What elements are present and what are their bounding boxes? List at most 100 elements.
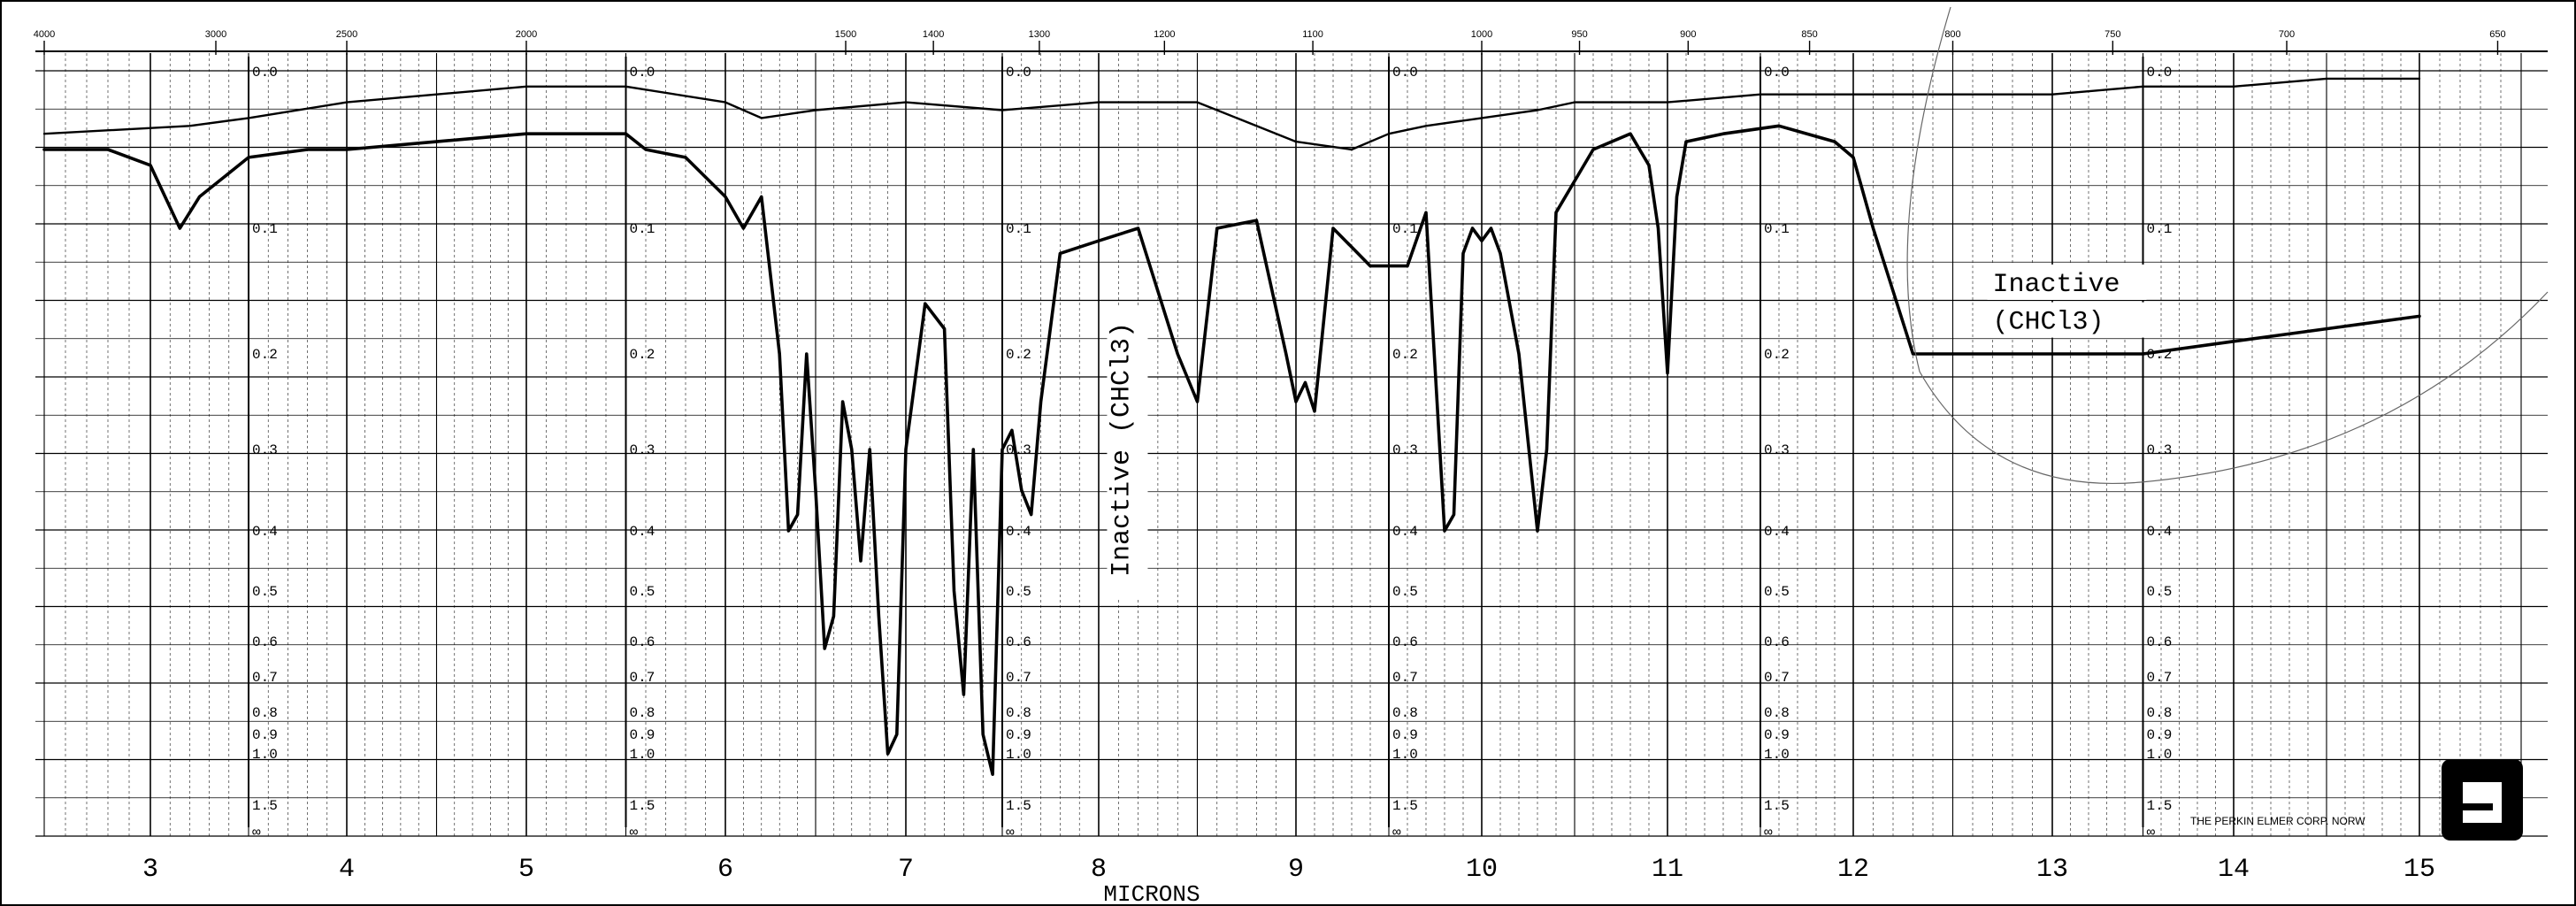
absorbance-tick-label: ∞ bbox=[1764, 825, 1773, 841]
micron-tick-label: 7 bbox=[898, 855, 914, 885]
absorbance-tick-label: 1.5 bbox=[1006, 798, 1031, 814]
absorbance-tick-label: 0.3 bbox=[1006, 442, 1031, 458]
absorbance-tick-label: 0.3 bbox=[630, 442, 656, 458]
absorbance-tick-label: 0.8 bbox=[630, 705, 656, 721]
absorbance-tick-label: 0.0 bbox=[1392, 65, 1418, 81]
wavenumber-tick-label: 1200 bbox=[1154, 29, 1175, 40]
absorbance-tick-label: 0.9 bbox=[252, 727, 278, 743]
absorbance-tick-label: 0.4 bbox=[630, 524, 656, 540]
absorbance-tick-label: 1.0 bbox=[1006, 747, 1031, 763]
absorbance-tick-label: 0.7 bbox=[252, 670, 278, 686]
micron-tick-label: 13 bbox=[2036, 855, 2068, 885]
baseline-trace bbox=[42, 77, 2421, 151]
absorbance-tick-label: 0.1 bbox=[252, 221, 278, 237]
absorbance-tick-label: 0.8 bbox=[1764, 705, 1790, 721]
absorbance-tick-label: 0.5 bbox=[630, 584, 656, 600]
absorbance-tick-label: 0.9 bbox=[630, 727, 656, 743]
absorbance-tick-label: 1.5 bbox=[1392, 798, 1418, 814]
pencil-arc bbox=[1906, 6, 2549, 485]
absorbance-tick-label: 0.9 bbox=[1006, 727, 1031, 743]
wavenumber-tick-label: 700 bbox=[2279, 29, 2295, 40]
absorbance-tick-label: 0.1 bbox=[1392, 221, 1418, 237]
wavenumber-tick-label: 1300 bbox=[1029, 29, 1050, 40]
absorbance-tick-label: ∞ bbox=[1006, 825, 1015, 841]
absorbance-tick-label: 0.6 bbox=[1006, 634, 1031, 650]
absorbance-tick-label: 0.0 bbox=[630, 65, 656, 81]
absorbance-tick-label: 0.6 bbox=[630, 634, 656, 650]
absorbance-tick-label: 0.0 bbox=[2147, 65, 2173, 81]
annotation-label: (CHCl3) bbox=[1993, 308, 2104, 338]
absorbance-tick-label: ∞ bbox=[252, 825, 261, 841]
absorbance-tick-label: 0.6 bbox=[2147, 634, 2173, 650]
spectrum-series bbox=[42, 77, 2421, 777]
absorbance-tick-label: ∞ bbox=[1392, 825, 1401, 841]
perkin-elmer-logo bbox=[2442, 759, 2523, 841]
absorbance-tick-label: 0.2 bbox=[1006, 347, 1031, 363]
absorbance-tick-label: 0.8 bbox=[1392, 705, 1418, 721]
micron-tick-label: 12 bbox=[1837, 855, 1869, 885]
absorbance-tick-label: 0.9 bbox=[1764, 727, 1790, 743]
absorbance-tick-label: 0.7 bbox=[1764, 670, 1790, 686]
annotation-label: Inactive (CHCl3) bbox=[1107, 322, 1137, 577]
absorbance-tick-label: 0.6 bbox=[1764, 634, 1790, 650]
absorbance-tick-label: 0.4 bbox=[1764, 524, 1790, 540]
absorbance-tick-label: 0.5 bbox=[1006, 584, 1031, 600]
wavenumber-tick-label: 4000 bbox=[34, 29, 55, 40]
absorbance-tick-label: 0.4 bbox=[1392, 524, 1418, 540]
absorbance-tick-label: 0.1 bbox=[1006, 221, 1031, 237]
absorbance-tick-label: 0.4 bbox=[252, 524, 278, 540]
absorbance-tick-label: 0.2 bbox=[1392, 347, 1418, 363]
absorbance-tick-label: 1.5 bbox=[2147, 798, 2173, 814]
annotation-background bbox=[1987, 265, 2147, 300]
absorbance-tick-label: 0.3 bbox=[1392, 442, 1418, 458]
micron-tick-label: 6 bbox=[717, 855, 733, 885]
absorbance-tick-label: 0.0 bbox=[1006, 65, 1031, 81]
micron-tick-label: 15 bbox=[2404, 855, 2435, 885]
absorbance-tick-label: 0.7 bbox=[630, 670, 656, 686]
micron-tick-label: 9 bbox=[1288, 855, 1304, 885]
micron-tick-label: 14 bbox=[2218, 855, 2250, 885]
annotation-background bbox=[1987, 302, 2147, 338]
x-axis-label: MICRONS bbox=[1103, 881, 1200, 906]
axis-ticks: 4000 3000 2500 2000 1500 1400 1300 1200 1100 1000… bbox=[34, 29, 2506, 885]
absorbance-tick-label: 1.5 bbox=[1764, 798, 1790, 814]
wavenumber-tick-label: 1100 bbox=[1302, 29, 1323, 40]
absorbance-tick-label: ∞ bbox=[630, 825, 639, 841]
wavenumber-tick-label: 3000 bbox=[205, 29, 226, 40]
absorbance-tick-label: 0.1 bbox=[630, 221, 656, 237]
absorbance-tick-label: 0.1 bbox=[1764, 221, 1790, 237]
wavenumber-tick-label: 2000 bbox=[516, 29, 537, 40]
absorbance-tick-label: 0.7 bbox=[2147, 670, 2173, 686]
micron-tick-label: 4 bbox=[339, 855, 355, 885]
micron-tick-label: 8 bbox=[1091, 855, 1107, 885]
annotation-background bbox=[1107, 308, 1148, 600]
micron-tick-label: 3 bbox=[142, 855, 158, 885]
wavenumber-tick-label: 950 bbox=[1571, 29, 1587, 40]
absorbance-tick-label: 0.2 bbox=[252, 347, 278, 363]
absorbance-tick-label: 0.2 bbox=[630, 347, 656, 363]
sample-spectrum-trace bbox=[42, 124, 2421, 777]
absorbance-tick-label: 0.8 bbox=[2147, 705, 2173, 721]
wavenumber-tick-label: 800 bbox=[1944, 29, 1960, 40]
absorbance-tick-label: 0.2 bbox=[1764, 347, 1790, 363]
wavenumber-tick-label: 1000 bbox=[1471, 29, 1492, 40]
absorbance-tick-label: 1.0 bbox=[1764, 747, 1790, 763]
absorbance-tick-label: 1.5 bbox=[630, 798, 656, 814]
annotation-label: Inactive bbox=[1993, 270, 2120, 300]
absorbance-tick-label: 0.3 bbox=[2147, 442, 2173, 458]
wavenumber-tick-label: 900 bbox=[1680, 29, 1696, 40]
absorbance-tick-label: 0.5 bbox=[1392, 584, 1418, 600]
absorbance-tick-label: 0.3 bbox=[1764, 442, 1790, 458]
annotations: Inactive (CHCl3) Inactive (CHCl3) bbox=[1107, 6, 2549, 600]
absorbance-tick-label: 0.7 bbox=[1392, 670, 1418, 686]
absorbance-tick-label: 1.0 bbox=[630, 747, 656, 763]
absorbance-tick-label: 0.9 bbox=[1392, 727, 1418, 743]
absorbance-tick-label: 0.8 bbox=[1006, 705, 1031, 721]
absorbance-tick-label: 1.5 bbox=[252, 798, 278, 814]
absorbance-tick-label: 0.1 bbox=[2147, 221, 2173, 237]
absorbance-tick-label: 0.4 bbox=[2147, 524, 2173, 540]
micron-tick-label: 11 bbox=[1652, 855, 1683, 885]
absorbance-tick-label: 0.5 bbox=[1764, 584, 1790, 600]
wavenumber-tick-label: 750 bbox=[2104, 29, 2120, 40]
